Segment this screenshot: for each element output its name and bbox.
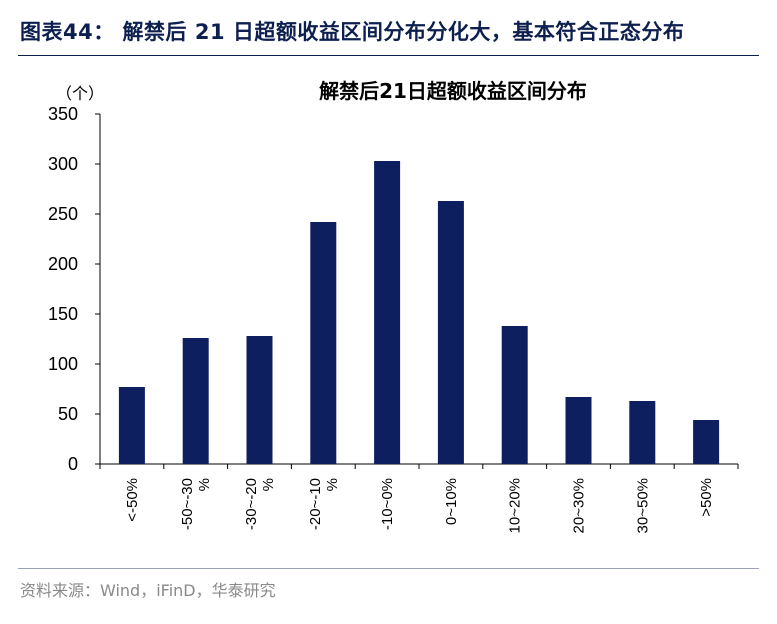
x-tick-label: >50% (698, 478, 715, 517)
bar (374, 161, 401, 464)
x-tick-label: -20~-10% (307, 478, 341, 530)
bar (565, 397, 592, 464)
chart-title: 解禁后21日超额收益区间分布 (319, 79, 587, 103)
x-tick-label: 0~10% (443, 478, 460, 525)
x-tick-label-line: <-50% (124, 478, 141, 522)
x-tick-label: 30~50% (634, 478, 651, 533)
y-axis-unit-label: （个） (56, 84, 104, 103)
bar (629, 401, 656, 464)
bar (182, 338, 209, 464)
x-axis (99, 463, 739, 469)
bars (118, 161, 720, 464)
x-tick-label: -10~0% (379, 478, 396, 530)
source-note: 资料来源：Wind，iFinD，华泰研究 (20, 581, 276, 600)
x-tick-label-line: % (260, 478, 277, 491)
y-tick-label: 300 (48, 154, 78, 174)
title-rule (18, 55, 759, 56)
x-tick-label-line: 10~20% (507, 478, 524, 533)
x-tick-label: -50~-30% (179, 478, 213, 530)
bar (437, 201, 464, 464)
x-tick-label-line: 0~10% (443, 478, 460, 525)
x-tick-label-line: -20~-10 (307, 478, 324, 530)
x-tick-label-line: % (196, 478, 213, 491)
x-tick-label: 10~20% (507, 478, 524, 533)
y-tick-label: 0 (68, 454, 78, 474)
y-tick-label: 350 (48, 104, 78, 124)
x-tick-label-line: 20~30% (571, 478, 588, 533)
figure-title: 图表44： 解禁后 21 日超额收益区间分布分化大，基本符合正态分布 (20, 20, 685, 44)
y-tick-label: 200 (48, 254, 78, 274)
x-tick-label-line: -10~0% (379, 478, 396, 530)
y-tick-label: 150 (48, 304, 78, 324)
x-tick-label-line: -50~-30 (179, 478, 196, 530)
y-axis: 0 50 100 150 200 250 300 350 (48, 104, 101, 474)
y-tick-label: 50 (58, 404, 78, 424)
x-tick-label: -30~-20% (243, 478, 277, 530)
bar (246, 336, 273, 464)
bar-chart: 解禁后21日超额收益区间分布 （个） 0 50 100 150 200 250 300 350… (48, 79, 739, 533)
bar (310, 222, 337, 464)
x-tick-label: 20~30% (571, 478, 588, 533)
source-rule (18, 568, 759, 569)
x-tick-label-line: >50% (698, 478, 715, 517)
x-tick-label-line: 30~50% (634, 478, 651, 533)
bar (693, 420, 720, 464)
y-tick-label: 100 (48, 354, 78, 374)
x-tick-labels: <-50% -50~-30% -30~-20% -20~-10% -10~0% 0~10%… (124, 478, 715, 533)
bar (501, 326, 528, 464)
x-tick-label-line: -30~-20 (243, 478, 260, 530)
bar (118, 387, 145, 464)
x-tick-label-line: % (324, 478, 341, 491)
y-tick-label: 250 (48, 204, 78, 224)
x-tick-label: <-50% (124, 478, 141, 522)
